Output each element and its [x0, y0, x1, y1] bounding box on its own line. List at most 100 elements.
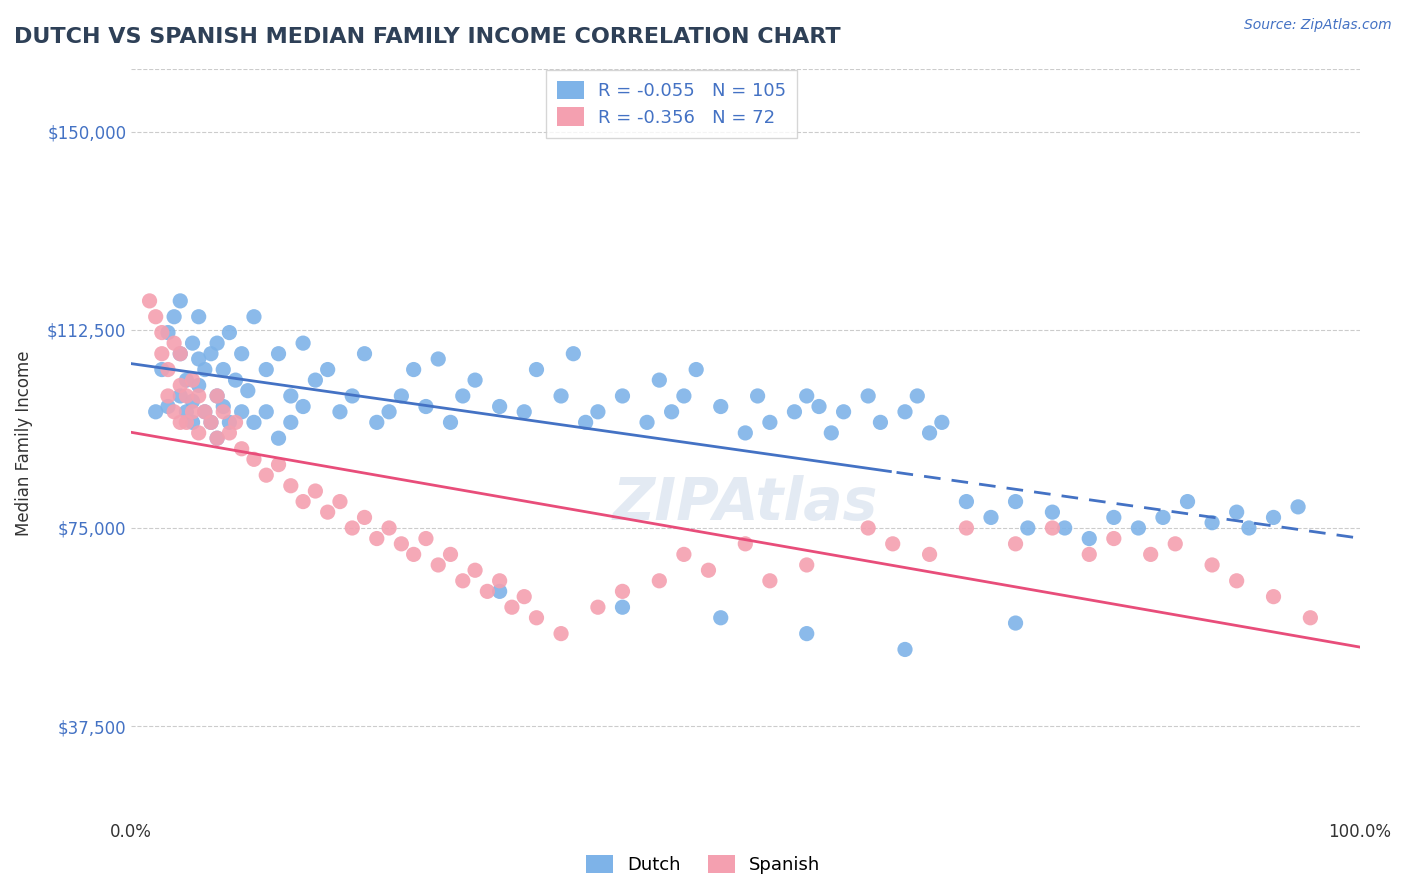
Point	[181, 394, 204, 409]
Point	[225, 373, 247, 387]
Point	[513, 405, 536, 419]
Point	[176, 416, 198, 430]
Point	[1102, 532, 1125, 546]
Point	[353, 347, 375, 361]
Point	[254, 405, 277, 419]
Point	[342, 521, 364, 535]
Point	[212, 400, 235, 414]
Point	[734, 425, 756, 440]
Point	[176, 389, 198, 403]
Point	[905, 389, 928, 403]
Point	[267, 458, 290, 472]
Point	[389, 389, 412, 403]
Point	[1042, 505, 1064, 519]
Point	[378, 521, 401, 535]
Point	[205, 336, 228, 351]
Point	[575, 416, 598, 430]
Point	[1226, 505, 1249, 519]
Point	[194, 405, 217, 419]
Point	[501, 600, 523, 615]
Point	[526, 611, 548, 625]
Point	[612, 584, 634, 599]
Point	[832, 405, 855, 419]
Point	[292, 336, 315, 351]
Point	[672, 389, 695, 403]
Point	[980, 510, 1002, 524]
Point	[1152, 510, 1174, 524]
Point	[1042, 521, 1064, 535]
Point	[176, 373, 198, 387]
Point	[181, 405, 204, 419]
Point	[1201, 516, 1223, 530]
Point	[169, 347, 191, 361]
Point	[439, 416, 461, 430]
Point	[169, 347, 191, 361]
Point	[513, 590, 536, 604]
Point	[218, 326, 240, 340]
Point	[586, 600, 609, 615]
Point	[243, 416, 266, 430]
Point	[783, 405, 806, 419]
Y-axis label: Median Family Income: Median Family Income	[15, 351, 32, 536]
Point	[163, 310, 186, 324]
Point	[169, 378, 191, 392]
Point	[402, 548, 425, 562]
Point	[918, 425, 941, 440]
Point	[1237, 521, 1260, 535]
Point	[648, 373, 671, 387]
Point	[894, 405, 917, 419]
Point	[150, 347, 173, 361]
Point	[710, 400, 733, 414]
Point	[586, 405, 609, 419]
Point	[267, 431, 290, 445]
Point	[648, 574, 671, 588]
Point	[231, 442, 253, 456]
Point	[218, 425, 240, 440]
Point	[955, 494, 977, 508]
Point	[550, 389, 572, 403]
Point	[200, 347, 222, 361]
Point	[236, 384, 259, 398]
Point	[169, 389, 191, 403]
Point	[710, 611, 733, 625]
Point	[451, 574, 474, 588]
Point	[316, 362, 339, 376]
Point	[1004, 494, 1026, 508]
Point	[661, 405, 683, 419]
Point	[145, 310, 167, 324]
Point	[194, 362, 217, 376]
Point	[342, 389, 364, 403]
Point	[796, 626, 818, 640]
Point	[225, 416, 247, 430]
Point	[451, 389, 474, 403]
Point	[488, 574, 510, 588]
Point	[304, 483, 326, 498]
Point	[292, 400, 315, 414]
Point	[1128, 521, 1150, 535]
Point	[231, 347, 253, 361]
Point	[1102, 510, 1125, 524]
Point	[636, 416, 658, 430]
Point	[329, 405, 352, 419]
Point	[156, 389, 179, 403]
Point	[1078, 532, 1101, 546]
Point	[931, 416, 953, 430]
Point	[477, 584, 499, 599]
Point	[1201, 558, 1223, 572]
Point	[796, 389, 818, 403]
Point	[1053, 521, 1076, 535]
Point	[1078, 548, 1101, 562]
Point	[243, 310, 266, 324]
Point	[304, 373, 326, 387]
Point	[562, 347, 585, 361]
Point	[820, 425, 842, 440]
Point	[169, 416, 191, 430]
Point	[187, 389, 209, 403]
Point	[205, 389, 228, 403]
Point	[808, 400, 831, 414]
Point	[150, 326, 173, 340]
Point	[526, 362, 548, 376]
Point	[212, 362, 235, 376]
Point	[156, 400, 179, 414]
Point	[1004, 615, 1026, 630]
